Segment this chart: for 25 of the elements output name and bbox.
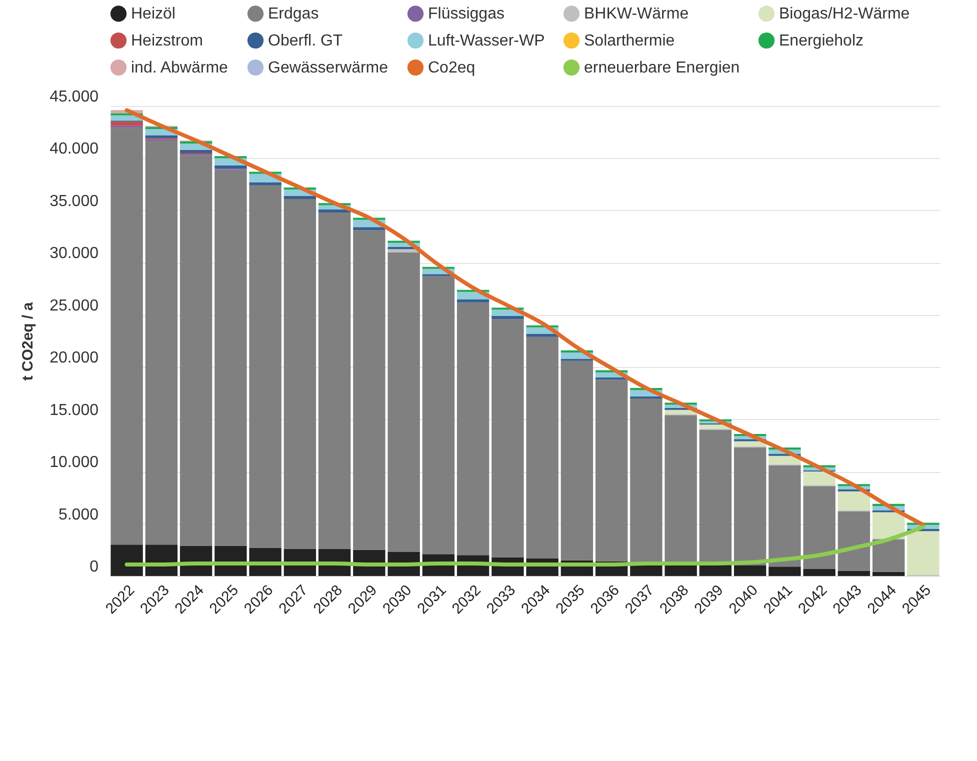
y-tick-label: 15.000 bbox=[50, 402, 99, 419]
y-tick-label: 45.000 bbox=[50, 88, 99, 106]
y-tick-label: 25.000 bbox=[50, 297, 99, 314]
y-tick-label: 10.000 bbox=[50, 454, 99, 472]
legend-label: Biogas/H2-Wärme bbox=[779, 6, 910, 23]
legend-label: Gewässerwärme bbox=[268, 60, 388, 76]
legend-label: Flüssiggas bbox=[428, 6, 504, 23]
y-tick-label: 20.000 bbox=[50, 350, 99, 367]
y-tick-label: 5.000 bbox=[58, 506, 99, 524]
legend-label: Oberfl. GT bbox=[268, 32, 343, 50]
legend-label: BHKW-Wärme bbox=[584, 6, 689, 23]
legend-label: Co2eq bbox=[428, 60, 476, 76]
y-tick-label: 0 bbox=[90, 558, 99, 576]
legend-label: ind. Abwärme bbox=[131, 60, 228, 76]
legend-label: Solarthermie bbox=[584, 32, 675, 50]
y-tick-label: 30.000 bbox=[50, 245, 99, 262]
legend-label: Erdgas bbox=[268, 6, 319, 23]
legend-label: Energieholz bbox=[779, 32, 864, 50]
legend-label: Luft-Wasser-WP bbox=[428, 32, 545, 50]
legend-label: erneuerbare Energien bbox=[584, 60, 740, 76]
y-axis-title: t CO2eq / a bbox=[20, 302, 37, 381]
legend-label: Heizstrom bbox=[131, 32, 204, 50]
y-tick-label: 35.000 bbox=[50, 192, 99, 210]
y-tick-label: 40.000 bbox=[50, 140, 99, 158]
legend-label: Heizöl bbox=[131, 6, 176, 23]
